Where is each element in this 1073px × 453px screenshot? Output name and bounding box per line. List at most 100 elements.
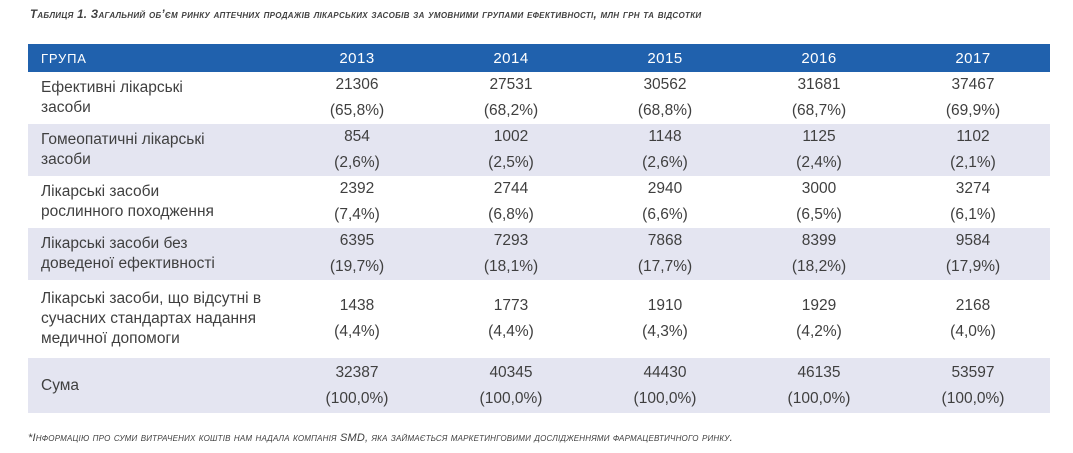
cell-2016: 1929 (4,2%) — [742, 280, 896, 358]
percent-value: (100,0%) — [633, 389, 697, 407]
cell-2014: 7293 (18,1%) — [434, 228, 588, 280]
cell-2015: 1148 (2,6%) — [588, 124, 742, 176]
cell-2015: 44430 (100,0%) — [588, 358, 742, 413]
cell-2016: 8399 (18,2%) — [742, 228, 896, 280]
table-row-unproven-drugs: Лікарські засоби без доведеної ефективно… — [28, 228, 1050, 280]
table-row-absent-in-standards: Лікарські засоби, що відсутні в сучасних… — [28, 280, 1050, 358]
percent-value: (2,6%) — [334, 154, 380, 171]
percent-value: (4,3%) — [642, 323, 688, 340]
amount-value: 46135 — [797, 363, 841, 381]
amount-value: 37467 — [951, 76, 995, 93]
percent-value: (2,5%) — [488, 154, 534, 171]
amount-value: 53597 — [951, 363, 995, 381]
percent-value: (100,0%) — [941, 389, 1005, 407]
cell-2014: 27531 (68,2%) — [434, 72, 588, 124]
percent-value: (4,4%) — [334, 323, 380, 340]
row-label: Лікарські засоби рослинного походження — [41, 183, 214, 220]
percent-value: (68,2%) — [483, 102, 539, 119]
percent-value: (2,1%) — [950, 154, 996, 171]
cell-2015: 1910 (4,3%) — [588, 280, 742, 358]
cell-2016: 1125 (2,4%) — [742, 124, 896, 176]
percent-value: (2,6%) — [642, 154, 688, 171]
cell-2017: 53597 (100,0%) — [896, 358, 1050, 413]
table-row-total: Сума 32387 (100,0%) 40345 (100,0%) 44430… — [28, 358, 1050, 413]
percent-value: (18,2%) — [791, 258, 847, 275]
column-header-year-2015: 2015 — [647, 49, 683, 67]
amount-value: 31681 — [797, 76, 841, 93]
cell-2014: 2744 (6,8%) — [434, 176, 588, 228]
column-header-year-2013: 2013 — [339, 49, 375, 67]
percent-value: (100,0%) — [787, 389, 851, 407]
percent-value: (17,7%) — [637, 258, 693, 275]
cell-2013: 2392 (7,4%) — [280, 176, 434, 228]
amount-value: 2940 — [647, 180, 683, 197]
row-label: Ефективні лікарські засоби — [41, 79, 183, 116]
percent-value: (4,0%) — [950, 323, 996, 340]
row-label: Лікарські засоби без доведеної ефективно… — [41, 235, 215, 272]
amount-value: 32387 — [335, 363, 379, 381]
amount-value: 30562 — [643, 76, 687, 93]
cell-2014: 1773 (4,4%) — [434, 280, 588, 358]
cell-2015: 30562 (68,8%) — [588, 72, 742, 124]
table-row-homeopathic-drugs: Гомеопатичні лікарські засоби 854 (2,6%)… — [28, 124, 1050, 176]
percent-value: (6,8%) — [488, 206, 534, 223]
cell-2016: 46135 (100,0%) — [742, 358, 896, 413]
cell-2014: 1002 (2,5%) — [434, 124, 588, 176]
table-row-effective-drugs: Ефективні лікарські засоби 21306 (65,8%)… — [28, 72, 1050, 124]
table-caption: Таблиця 1. Загальний об’єм ринку аптечни… — [30, 9, 702, 21]
amount-value: 3274 — [955, 180, 991, 197]
cell-2013: 32387 (100,0%) — [280, 358, 434, 413]
amount-value: 1773 — [493, 297, 529, 314]
column-header-year-2016: 2016 — [801, 49, 837, 67]
amount-value: 7293 — [493, 232, 529, 249]
percent-value: (100,0%) — [325, 389, 389, 407]
cell-2017: 37467 (69,9%) — [896, 72, 1050, 124]
footnote: *Інформацію про суми витрачених коштів н… — [28, 432, 733, 444]
percent-value: (19,7%) — [329, 258, 385, 275]
cell-2017: 2168 (4,0%) — [896, 280, 1050, 358]
cell-2017: 1102 (2,1%) — [896, 124, 1050, 176]
cell-2013: 6395 (19,7%) — [280, 228, 434, 280]
amount-value: 9584 — [955, 232, 991, 249]
cell-2017: 9584 (17,9%) — [896, 228, 1050, 280]
amount-value: 1929 — [801, 297, 837, 314]
table-row-herbal-drugs: Лікарські засоби рослинного походження 2… — [28, 176, 1050, 228]
percent-value: (2,4%) — [796, 154, 842, 171]
effectiveness-groups-table: ГРУПА 2013 2014 2015 2016 2017 Ефективні… — [28, 44, 1050, 413]
percent-value: (68,7%) — [791, 102, 847, 119]
cell-2013: 21306 (65,8%) — [280, 72, 434, 124]
cell-2013: 854 (2,6%) — [280, 124, 434, 176]
amount-value: 2392 — [339, 180, 375, 197]
percent-value: (4,4%) — [488, 323, 534, 340]
cell-2016: 31681 (68,7%) — [742, 72, 896, 124]
percent-value: (4,2%) — [796, 323, 842, 340]
amount-value: 1148 — [648, 128, 682, 145]
percent-value: (100,0%) — [479, 389, 543, 407]
cell-2013: 1438 (4,4%) — [280, 280, 434, 358]
row-label: Гомеопатичні лікарські засоби — [41, 131, 205, 168]
amount-value: 21306 — [335, 76, 379, 93]
amount-value: 1125 — [802, 128, 836, 145]
percent-value: (69,9%) — [945, 102, 1001, 119]
cell-2014: 40345 (100,0%) — [434, 358, 588, 413]
percent-value: (18,1%) — [483, 258, 539, 275]
amount-value: 44430 — [643, 363, 687, 381]
amount-value: 1438 — [339, 297, 375, 314]
amount-value: 8399 — [801, 232, 837, 249]
amount-value: 1910 — [647, 297, 683, 314]
amount-value: 6395 — [339, 232, 375, 249]
cell-2015: 7868 (17,7%) — [588, 228, 742, 280]
column-header-group: ГРУПА — [41, 50, 87, 66]
amount-value: 2744 — [493, 180, 529, 197]
percent-value: (17,9%) — [945, 258, 1001, 275]
column-header-year-2017: 2017 — [955, 49, 991, 67]
amount-value: 1002 — [493, 128, 529, 145]
percent-value: (68,8%) — [637, 102, 693, 119]
amount-value: 40345 — [489, 363, 533, 381]
column-header-year-2014: 2014 — [493, 49, 529, 67]
amount-value: 2168 — [955, 297, 991, 314]
amount-value: 1102 — [956, 128, 990, 145]
amount-value: 7868 — [647, 232, 683, 249]
row-label: Лікарські засоби, що відсутні в сучасних… — [41, 290, 262, 347]
